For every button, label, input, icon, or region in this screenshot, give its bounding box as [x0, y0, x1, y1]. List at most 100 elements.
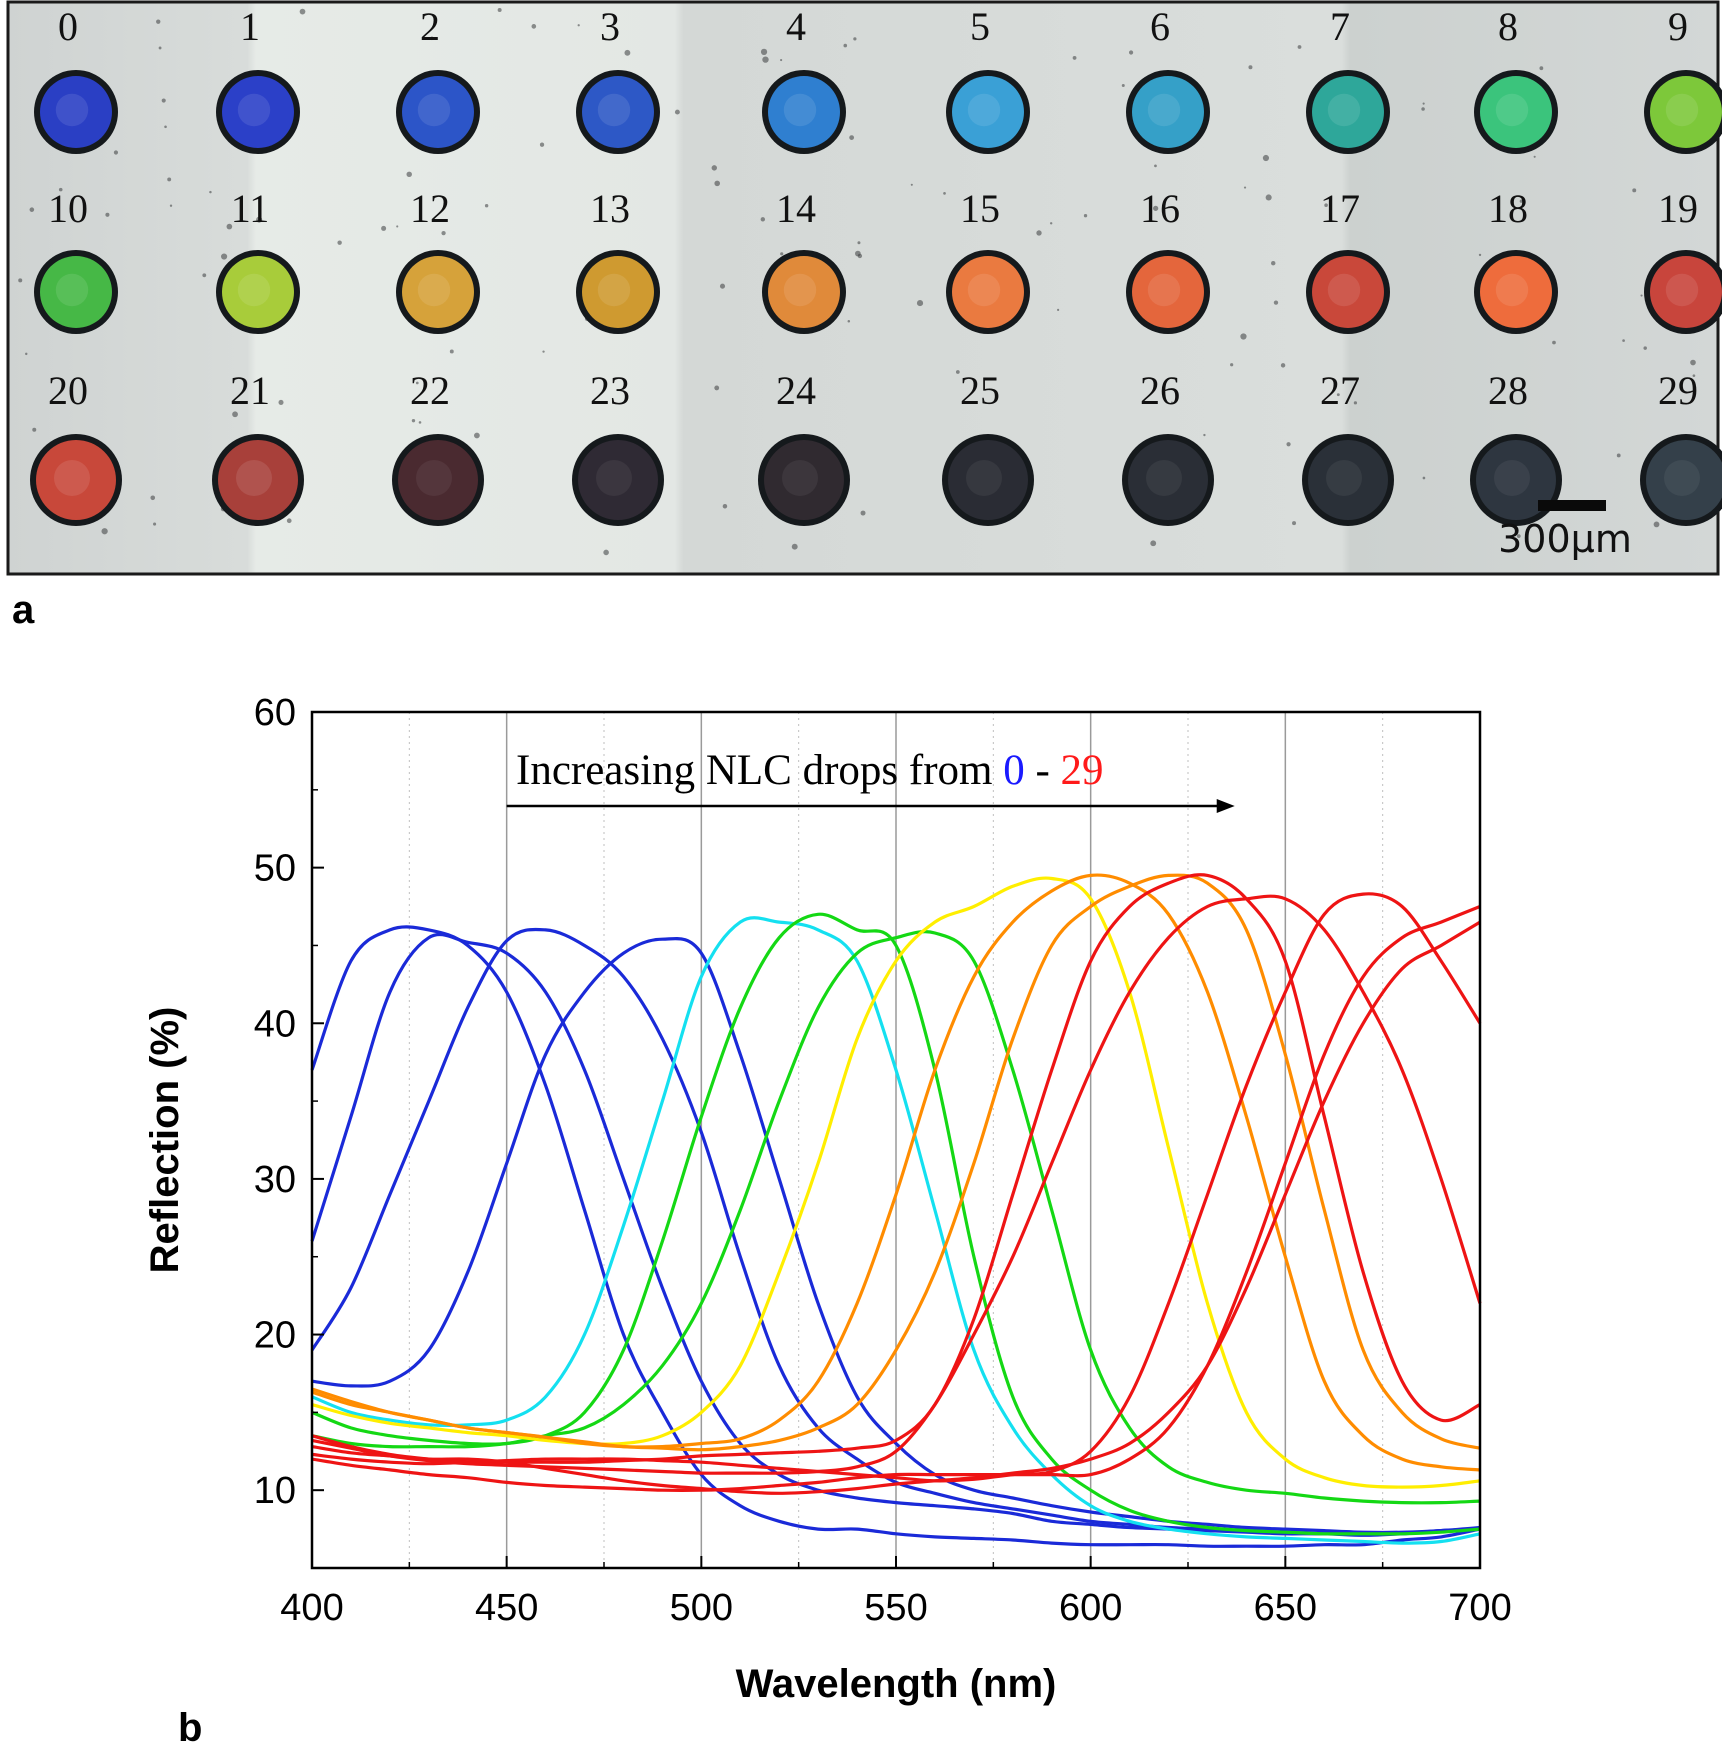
scale-bar-label: 300µm	[1498, 517, 1632, 561]
well-label: 29	[1658, 368, 1698, 413]
debris-speck	[167, 177, 172, 182]
well-0	[40, 76, 112, 148]
well-highlight	[966, 460, 1002, 496]
well-highlight	[417, 93, 451, 127]
well-highlight	[236, 460, 272, 496]
well-2	[402, 76, 474, 148]
well-label: 22	[410, 368, 450, 413]
debris-speck	[1036, 230, 1042, 236]
debris-speck	[1121, 83, 1125, 87]
debris-speck	[843, 43, 848, 48]
well-highlight	[54, 460, 90, 496]
well-4	[768, 76, 840, 148]
well-label: 13	[590, 186, 630, 231]
well-label: 16	[1140, 186, 1180, 231]
y-tick-label: 50	[254, 848, 296, 890]
debris-speck	[542, 350, 545, 353]
y-tick-label: 40	[254, 1003, 296, 1045]
debris-speck	[1243, 186, 1247, 189]
debris-speck	[484, 204, 489, 208]
well-label: 1	[240, 4, 260, 49]
debris-speck	[232, 411, 238, 418]
axis-ticks: 400 450 500 550 600 650 700 10 20 30 40 50 60	[254, 692, 1512, 1629]
debris-speck	[256, 216, 263, 223]
well-highlight	[1327, 93, 1361, 127]
well-highlight	[967, 93, 1001, 127]
well-label: 15	[960, 186, 1000, 231]
x-tick-label: 600	[1059, 1587, 1122, 1629]
debris-speck	[1230, 363, 1234, 367]
debris-speck	[1533, 155, 1536, 158]
well-highlight	[597, 273, 631, 307]
debris-speck	[1057, 308, 1060, 312]
well-27	[1308, 440, 1388, 520]
series-blue-2	[310, 932, 1481, 1537]
well-14	[768, 256, 840, 328]
debris-speck	[156, 19, 161, 24]
well-6	[1132, 76, 1204, 148]
debris-speck	[780, 252, 784, 256]
annotation-arrow-head	[1216, 799, 1235, 813]
well-label: 6	[1150, 4, 1170, 49]
well-highlight	[1147, 273, 1181, 307]
debris-speck	[910, 183, 913, 186]
debris-speck	[1265, 194, 1272, 201]
chart-series	[310, 873, 1482, 1548]
plot-frame	[310, 710, 1482, 1570]
debris-speck	[406, 171, 412, 178]
panel-b-label: b	[178, 1706, 203, 1750]
debris-speck	[411, 418, 416, 423]
well-label: 18	[1488, 186, 1528, 231]
series-red-3	[311, 892, 1482, 1483]
debris-speck	[101, 528, 108, 535]
well-label: 5	[970, 4, 990, 49]
well-7	[1312, 76, 1384, 148]
series-orange-1	[311, 873, 1481, 1472]
debris-speck	[209, 190, 212, 194]
debris-speck	[158, 46, 162, 50]
series-blue-1	[310, 925, 1481, 1548]
well-highlight	[1495, 273, 1529, 307]
well-highlight	[1494, 460, 1530, 496]
debris-speck	[278, 399, 284, 405]
well-26	[1128, 440, 1208, 520]
series-cyan	[311, 916, 1481, 1545]
y-tick-label: 20	[254, 1315, 296, 1357]
debris-speck	[577, 24, 580, 27]
well-label: 8	[1498, 4, 1518, 49]
annotation-end: 29	[1061, 747, 1104, 794]
debris-speck	[624, 49, 631, 56]
well-13	[582, 256, 654, 328]
debris-speck	[150, 495, 156, 501]
well-highlight	[55, 273, 89, 307]
debris-speck	[18, 278, 23, 283]
debris-speck	[760, 48, 768, 56]
debris-speck	[1170, 401, 1173, 404]
well-highlight	[1147, 93, 1181, 127]
debris-speck	[1273, 300, 1279, 305]
well-22	[398, 440, 478, 520]
debris-speck	[1478, 253, 1482, 257]
debris-speck	[164, 125, 167, 129]
x-tick-label: 400	[280, 1587, 343, 1629]
debris-speck	[853, 37, 857, 41]
debris-speck	[1280, 363, 1286, 368]
annotation-separator: -	[1025, 747, 1061, 794]
series-blue-3	[310, 927, 1481, 1536]
debris-speck	[1128, 50, 1134, 55]
debris-speck	[153, 522, 157, 526]
debris-speck	[226, 223, 233, 230]
debris-speck	[29, 207, 35, 212]
series-red-1	[311, 873, 1481, 1465]
well-21	[218, 440, 298, 520]
well-label: 0	[58, 4, 78, 49]
well-label: 21	[230, 368, 270, 413]
debris-speck	[415, 381, 419, 385]
debris-speck	[1083, 214, 1088, 218]
debris-speck	[202, 273, 207, 278]
series-red-4	[311, 905, 1481, 1492]
well-label: 3	[600, 4, 620, 49]
series-green-1	[311, 912, 1481, 1536]
debris-speck	[25, 352, 28, 356]
